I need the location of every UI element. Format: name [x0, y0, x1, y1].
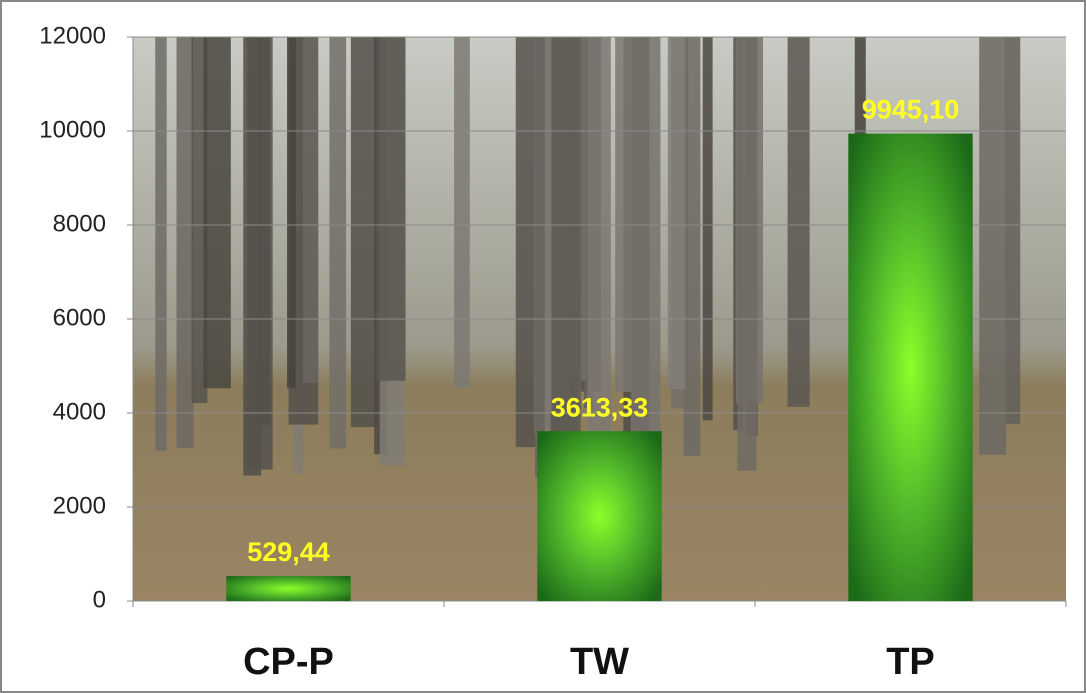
trunk [702, 37, 713, 421]
trunk [737, 37, 757, 471]
trunk [1005, 37, 1021, 424]
y-tick-label: 0 [93, 586, 106, 613]
trunk [191, 37, 208, 404]
trunk [630, 37, 661, 444]
trunk [203, 37, 231, 389]
trunk [303, 37, 318, 383]
trunk [247, 37, 273, 470]
bar [848, 133, 973, 601]
value-label: 3613,33 [551, 392, 649, 422]
trunk [376, 37, 406, 381]
y-tick-label: 4000 [53, 398, 106, 425]
trunk [534, 37, 545, 478]
trunk [454, 37, 470, 388]
trunk [329, 37, 347, 449]
x-tick-label: CP-P [243, 641, 334, 683]
trunk [587, 37, 611, 459]
y-tick-label: 6000 [53, 304, 106, 331]
value-label: 529,44 [247, 537, 330, 567]
trunk [176, 37, 194, 449]
trunk [667, 37, 686, 389]
trunk [350, 37, 379, 428]
trunk [683, 37, 701, 456]
trunk [155, 37, 167, 451]
bar [226, 576, 351, 601]
value-label: 9945,10 [862, 95, 960, 125]
trunk [787, 37, 810, 407]
x-tick-label: TP [886, 641, 935, 683]
y-tick-label: 12000 [39, 22, 106, 49]
y-tick-label: 10000 [39, 116, 106, 143]
trunk [979, 37, 1007, 455]
trunk [515, 37, 536, 448]
trunk [615, 37, 633, 393]
bar [537, 431, 662, 601]
y-tick-label: 2000 [53, 492, 106, 519]
trunk [286, 37, 296, 389]
trunk [551, 37, 581, 469]
y-tick-label: 8000 [53, 210, 106, 237]
x-tick-label: TW [570, 641, 629, 683]
